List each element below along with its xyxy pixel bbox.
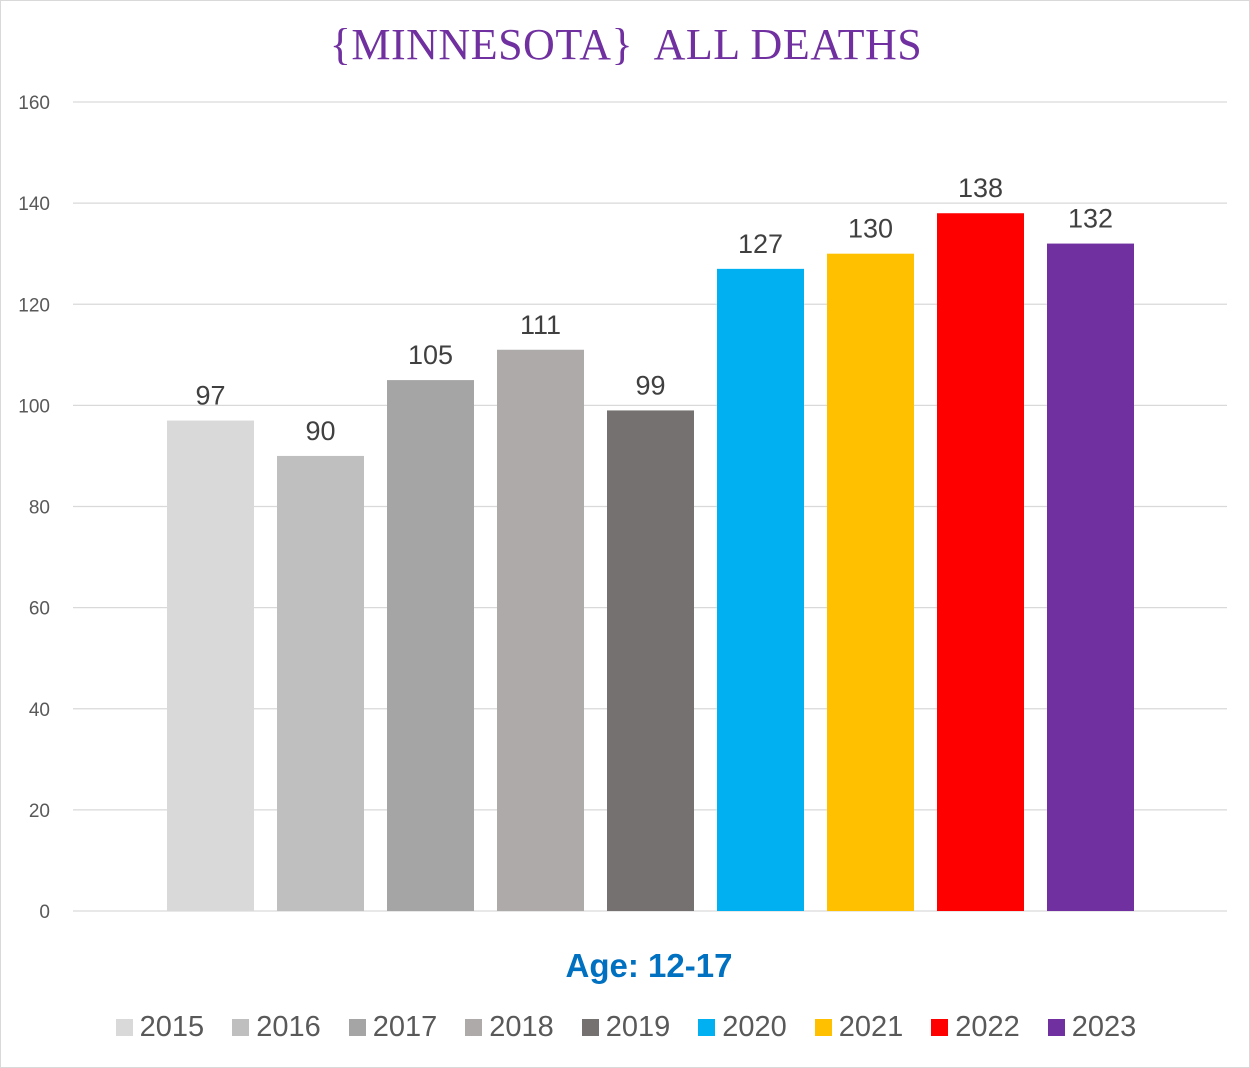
y-tick-label: 120: [18, 295, 50, 316]
bar: [827, 253, 914, 911]
data-label: 130: [848, 214, 893, 244]
legend-swatch: [465, 1019, 483, 1036]
legend-item: 2018: [465, 1011, 554, 1044]
legend-label: 2023: [1071, 1011, 1137, 1043]
legend-swatch: [931, 1019, 949, 1036]
legend-item: 2021: [814, 1011, 904, 1044]
chart-title: {MINNESOTA} ALL DEATHS: [329, 20, 923, 69]
y-tick-label: 80: [29, 498, 50, 519]
legend-label: 2016: [256, 1011, 321, 1043]
bar: [387, 380, 474, 911]
x-axis-label: Age: 12-17: [566, 947, 733, 984]
legend-item: 2022: [931, 1011, 1020, 1044]
legend-swatch: [581, 1019, 599, 1036]
legend-item: 2015: [115, 1011, 205, 1044]
data-label: 127: [738, 229, 783, 259]
legend: 2015 2016 2017 2018 2019 2020 2021 2022 2023: [1, 1011, 1249, 1044]
y-tick-label: 0: [39, 902, 50, 923]
legend-label: 2018: [489, 1011, 554, 1043]
legend-swatch: [348, 1019, 366, 1036]
y-tick-label: 140: [18, 194, 50, 215]
legend-swatch: [814, 1019, 832, 1036]
legend-label: 2015: [139, 1011, 205, 1043]
bar: [717, 268, 804, 911]
legend-label: 2017: [372, 1011, 438, 1043]
legend-item: 2023: [1047, 1011, 1137, 1044]
legend-swatch: [232, 1019, 250, 1036]
data-label: 99: [635, 370, 665, 400]
y-tick-label: 160: [18, 93, 50, 114]
y-tick-label: 40: [29, 700, 50, 721]
bar: [497, 349, 584, 912]
data-label: 90: [305, 416, 335, 446]
legend-swatch: [1047, 1019, 1065, 1036]
legend-swatch: [698, 1019, 716, 1036]
data-label: 132: [1068, 204, 1113, 234]
legend-item: 2020: [698, 1011, 787, 1044]
data-label: 111: [520, 310, 561, 340]
data-label: 97: [195, 381, 225, 411]
legend-label: 2020: [722, 1011, 787, 1043]
bar: [937, 213, 1024, 912]
y-tick-label: 20: [29, 801, 50, 822]
legend-label: 2022: [955, 1011, 1020, 1043]
legend-item: 2017: [348, 1011, 438, 1044]
y-tick-label: 60: [29, 599, 50, 620]
data-label: 105: [408, 340, 453, 370]
legend-swatch: [115, 1019, 133, 1036]
bar: [277, 455, 364, 911]
data-label: 138: [958, 173, 1003, 203]
bar: [1047, 243, 1134, 911]
bar: [167, 420, 254, 911]
legend-item: 2019: [581, 1011, 671, 1044]
bar: [607, 410, 694, 911]
legend-label: 2019: [605, 1011, 671, 1043]
legend-label: 2021: [838, 1011, 904, 1043]
legend-item: 2016: [232, 1011, 321, 1044]
y-tick-label: 100: [18, 396, 50, 417]
